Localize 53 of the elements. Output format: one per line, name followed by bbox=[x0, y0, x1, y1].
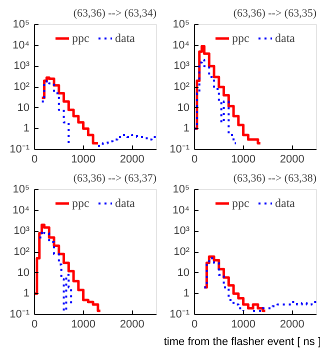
y-tick-label: 1 bbox=[23, 122, 30, 135]
x-tick-label: 1000 bbox=[71, 318, 96, 330]
y-tick-label: 10 bbox=[177, 102, 190, 114]
y-tick-label: 10⁴ bbox=[172, 39, 190, 52]
y-tick-label: 10² bbox=[14, 81, 30, 93]
x-tick-label: 0 bbox=[191, 318, 198, 330]
y-tick-label: 10 bbox=[177, 266, 190, 279]
chart-title: (63,36) --> (63,38) bbox=[233, 172, 317, 184]
x-tick-label: 0 bbox=[31, 318, 38, 330]
y-tick-label: 10³ bbox=[174, 60, 190, 72]
chart-title: (63,36) --> (63,37) bbox=[73, 172, 157, 184]
x-tick-label: 2000 bbox=[280, 154, 304, 166]
legend-label: ppc bbox=[72, 30, 90, 46]
legend-label: ppc bbox=[72, 196, 90, 210]
y-tick-label: 10⁴ bbox=[12, 204, 30, 216]
y-tick-label: 1 bbox=[23, 288, 30, 300]
y-tick-label: 10⁵ bbox=[172, 184, 190, 196]
y-tick-label: 10³ bbox=[174, 225, 190, 238]
y-tick-label: 10⁻¹ bbox=[170, 308, 190, 320]
y-tick-label: 10⁵ bbox=[12, 18, 30, 30]
x-tick-label: 2000 bbox=[120, 154, 144, 166]
y-tick-label: 10⁵ bbox=[12, 184, 30, 196]
legend-label: data bbox=[275, 30, 295, 46]
y-tick-label: 10⁵ bbox=[172, 18, 190, 30]
legend-label: ppc bbox=[232, 196, 250, 210]
y-tick-label: 10⁻¹ bbox=[10, 308, 30, 320]
y-tick-label: 1 bbox=[183, 122, 190, 135]
y-tick-label: 1 bbox=[183, 288, 190, 300]
x-tick-label: 1000 bbox=[231, 154, 256, 166]
y-tick-label: 10⁻¹ bbox=[170, 144, 190, 156]
y-tick-label: 10⁴ bbox=[12, 39, 30, 52]
y-tick-label: 10² bbox=[14, 246, 30, 258]
chart-title: (63,36) --> (63,34) bbox=[73, 8, 157, 20]
y-tick-label: 10² bbox=[174, 246, 190, 258]
y-tick-label: 10 bbox=[17, 266, 30, 279]
chart-title: (63,36) --> (63,35) bbox=[233, 8, 317, 20]
y-tick-label: 10⁴ bbox=[172, 204, 190, 216]
x-tick-label: 0 bbox=[31, 154, 38, 166]
x-tick-label: 0 bbox=[191, 154, 198, 166]
y-tick-label: 10 bbox=[17, 102, 30, 114]
y-tick-label: 10³ bbox=[14, 60, 30, 72]
y-tick-label: 10² bbox=[174, 81, 190, 93]
legend-label: data bbox=[275, 196, 295, 210]
x-tick-label: 2000 bbox=[120, 318, 144, 330]
x-tick-label: 1000 bbox=[231, 318, 256, 330]
x-tick-label: 1000 bbox=[71, 154, 96, 166]
y-tick-label: 10³ bbox=[14, 225, 30, 238]
legend-label: data bbox=[115, 30, 135, 46]
legend-label: ppc bbox=[232, 30, 250, 46]
x-axis-title: time from the flasher event [ ns ] bbox=[164, 335, 320, 350]
legend-label: data bbox=[115, 196, 135, 210]
y-tick-label: 10⁻¹ bbox=[10, 144, 30, 156]
x-tick-label: 2000 bbox=[280, 318, 304, 330]
